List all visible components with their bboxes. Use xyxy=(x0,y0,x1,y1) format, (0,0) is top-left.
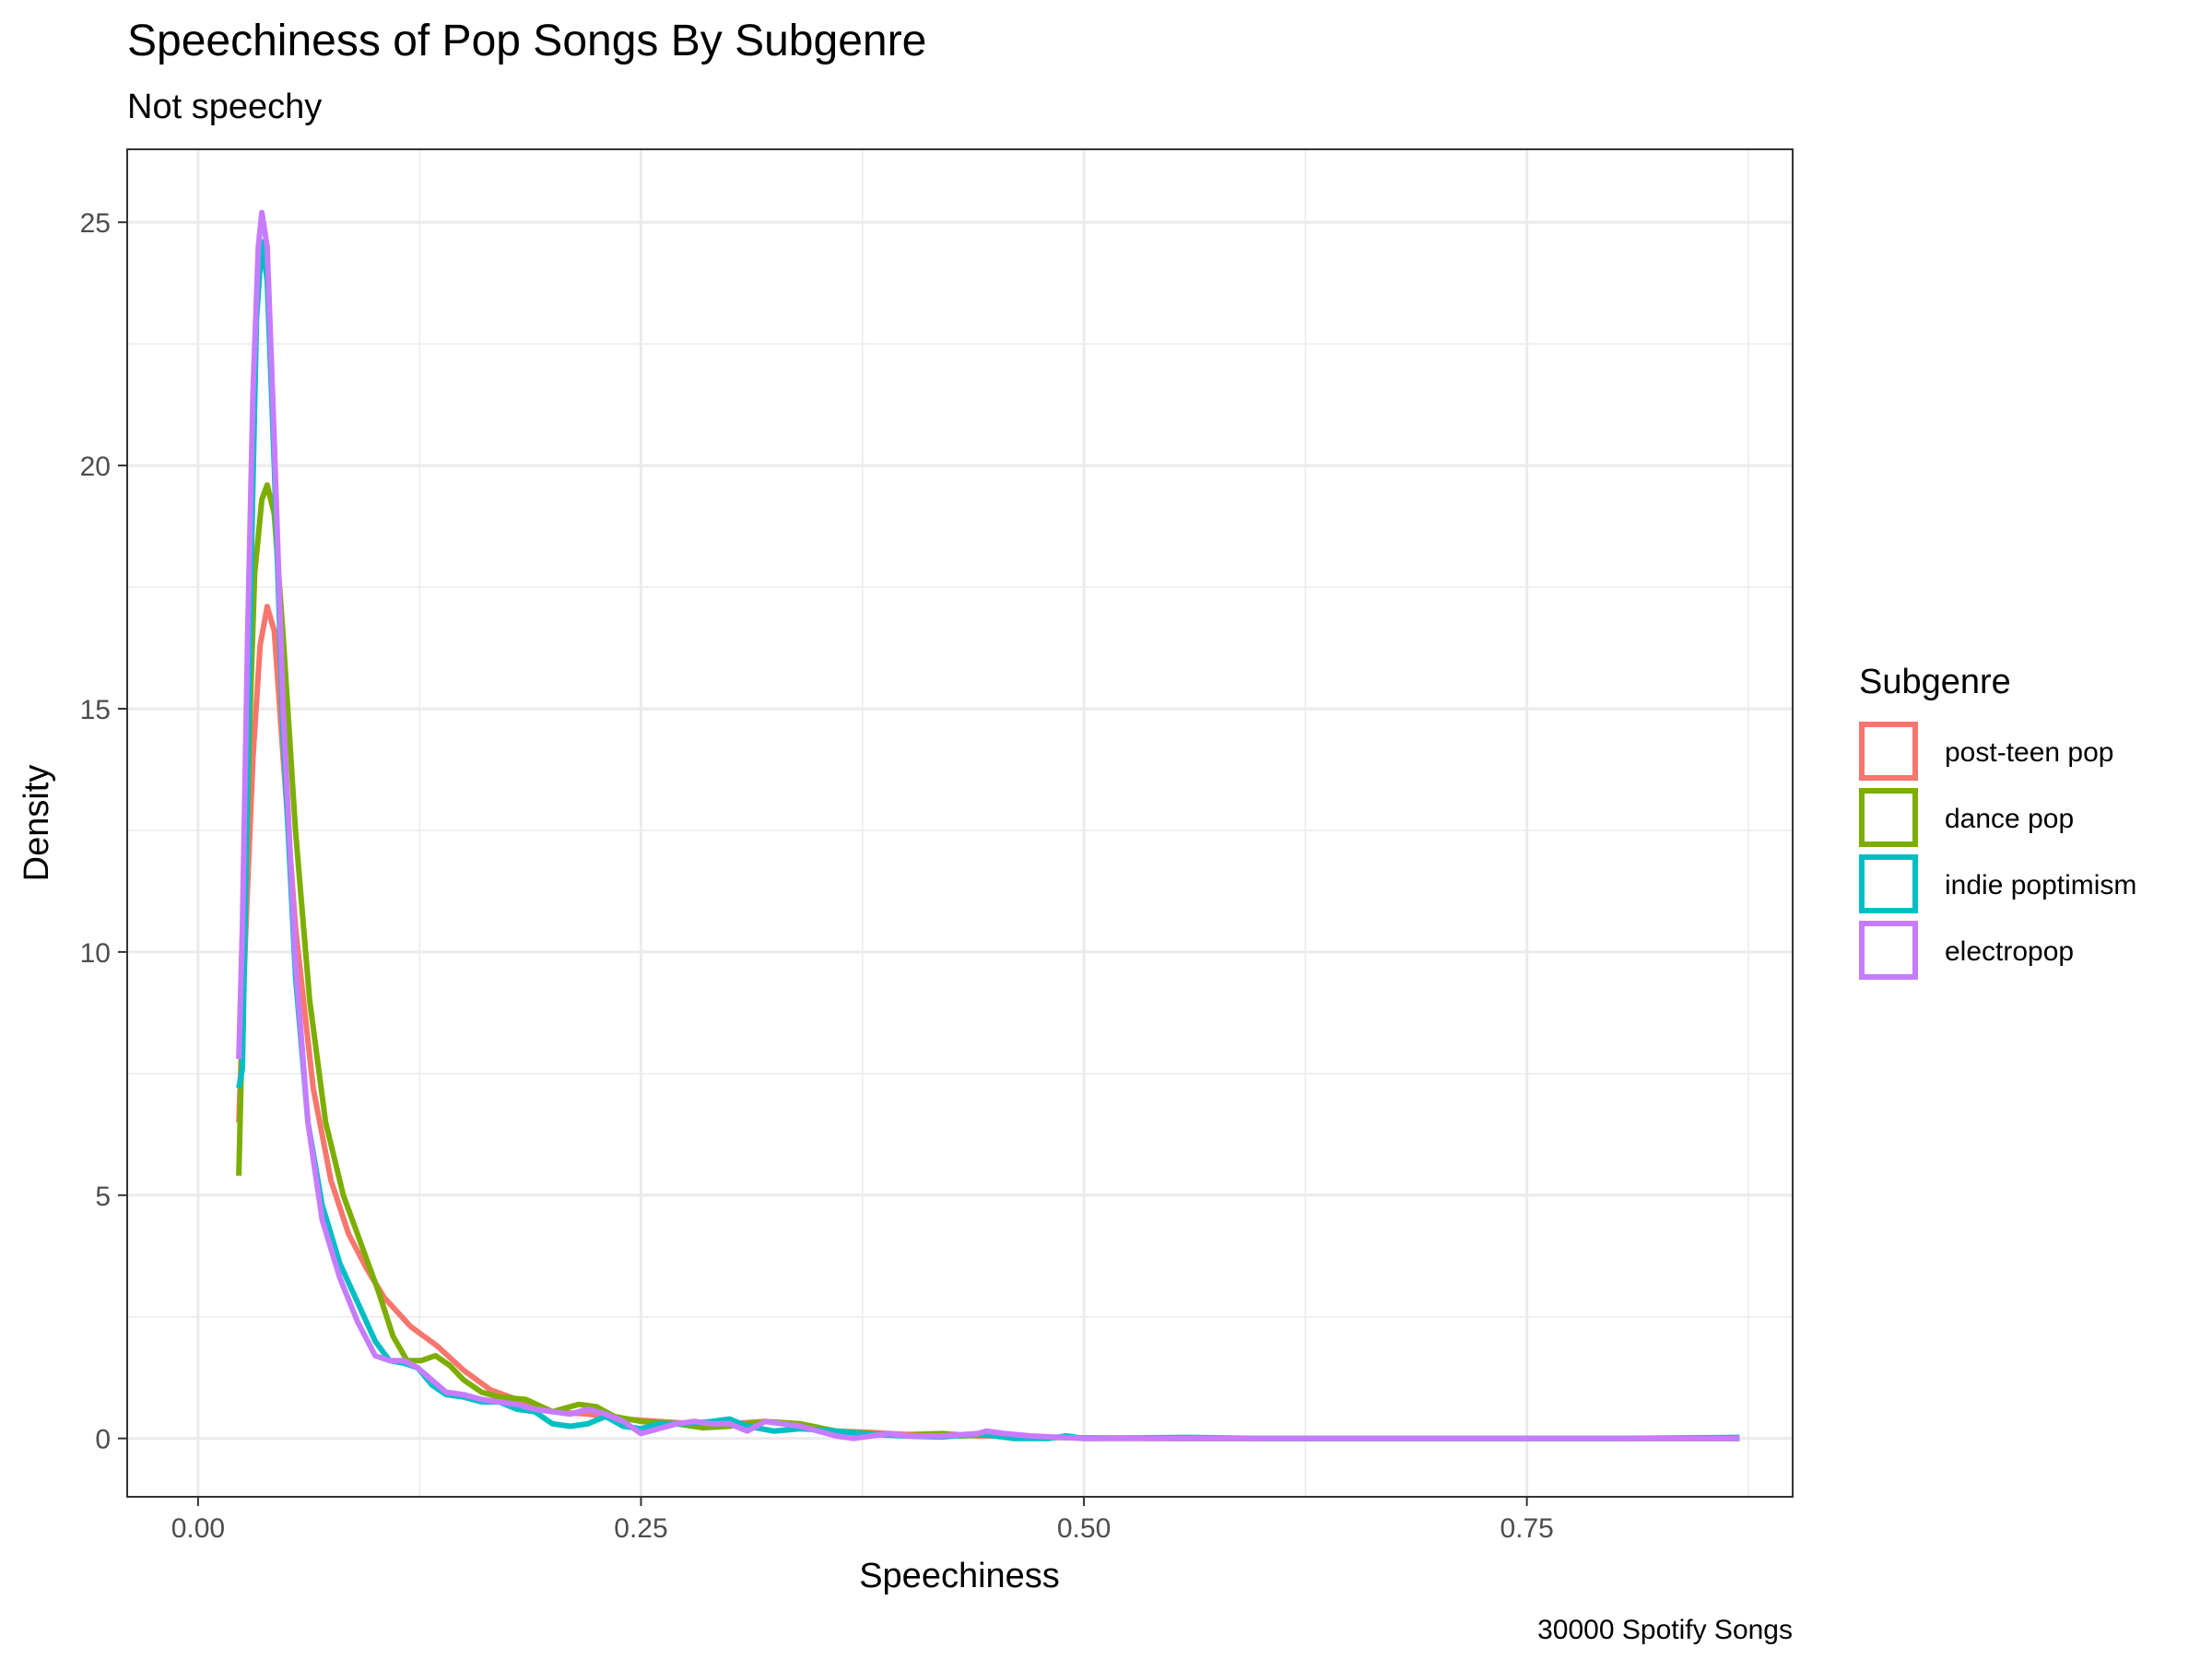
x-tick-label: 0.75 xyxy=(1500,1513,1553,1544)
x-tick-label: 0.00 xyxy=(171,1513,225,1544)
y-tick-label: 0 xyxy=(95,1425,111,1455)
chart-title: Speechiness of Pop Songs By Subgenre xyxy=(127,17,926,65)
chart-subtitle: Not speechy xyxy=(127,88,322,126)
y-tick-label: 20 xyxy=(80,452,111,482)
legend-label-electropop: electropop xyxy=(1945,936,2074,967)
y-tick-label: 5 xyxy=(95,1182,111,1212)
legend-label-post-teen-pop: post-teen pop xyxy=(1945,737,2113,768)
legend-key-electropop xyxy=(1859,921,1918,980)
legend-label-dance-pop: dance pop xyxy=(1945,804,2074,834)
chart-caption: 30000 Spotify Songs xyxy=(1537,1615,1793,1645)
y-tick-label: 25 xyxy=(80,208,111,239)
plot-panel xyxy=(126,148,1794,1498)
y-axis-title: Density xyxy=(18,765,56,882)
density-lines xyxy=(236,209,1740,1441)
y-tick-label: 10 xyxy=(80,938,111,969)
legend: Subgenre post-teen pop dance pop indie pop… xyxy=(1859,663,2136,980)
major-gridlines xyxy=(127,149,1793,1497)
x-axis-title: Speechiness xyxy=(859,1557,1060,1595)
x-tick-label: 0.50 xyxy=(1057,1513,1111,1544)
y-tick-label: 15 xyxy=(80,695,111,725)
legend-key-post-teen-pop xyxy=(1859,722,1918,781)
x-axis: 0.00 0.25 0.50 0.75 xyxy=(171,1497,1554,1544)
panel-border xyxy=(126,148,1794,1498)
legend-title: Subgenre xyxy=(1859,663,2011,701)
legend-key-dance-pop xyxy=(1859,788,1918,847)
legend-entries: post-teen pop dance pop indie poptimism ele… xyxy=(1859,722,2136,980)
legend-label-indie-poptimism: indie poptimism xyxy=(1945,870,2136,900)
y-axis: 0 5 10 15 20 25 xyxy=(80,208,127,1455)
x-tick-label: 0.25 xyxy=(614,1513,667,1544)
series-line-electropop xyxy=(236,209,1740,1441)
panel-background xyxy=(127,149,1793,1497)
legend-key-indie-poptimism xyxy=(1859,854,1918,913)
